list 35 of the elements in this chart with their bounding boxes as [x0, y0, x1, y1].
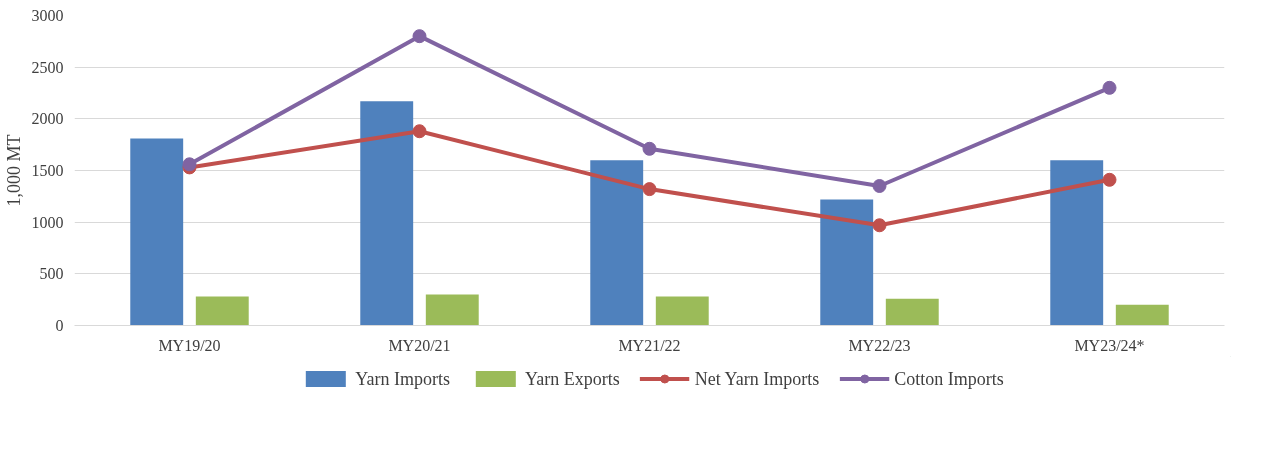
point	[872, 179, 887, 193]
y-tick-label: 2000	[31, 110, 64, 128]
point	[412, 29, 427, 44]
point	[642, 182, 657, 197]
point	[642, 141, 657, 156]
bar	[1115, 304, 1169, 326]
y-tick-label: 1500	[31, 162, 64, 179]
y-tick-label: 1000	[31, 213, 64, 231]
y-tick-label: 500	[39, 265, 64, 283]
point	[412, 124, 427, 139]
x-tick-label: MY21/22	[618, 336, 681, 354]
y-tick-label: 0	[55, 317, 64, 334]
bar	[820, 199, 874, 326]
x-tick-label: MY19/20	[158, 336, 221, 354]
point	[1102, 80, 1117, 95]
y-tick-label: 3000	[31, 7, 64, 24]
x-tick-label: MY20/21	[388, 336, 451, 354]
bar	[1050, 160, 1104, 326]
legend-label: Yarn Imports	[355, 368, 450, 389]
bar	[195, 296, 249, 326]
x-tick-label: MY22/23	[848, 336, 911, 354]
bar	[425, 294, 479, 326]
y-tick-label: 2500	[31, 58, 64, 76]
bar	[130, 138, 184, 326]
bar	[885, 298, 939, 326]
legend-label: Net Yarn Imports	[694, 368, 820, 389]
bar	[655, 296, 709, 326]
point	[1102, 172, 1117, 187]
legend-label: Yarn Exports	[524, 368, 620, 389]
bar	[590, 160, 644, 326]
legend-label: Cotton Imports	[894, 368, 1004, 389]
point	[872, 218, 887, 233]
bar	[360, 101, 414, 326]
x-tick-label: MY23/24*	[1074, 336, 1145, 354]
y-axis-title: 1,000 MT	[3, 134, 24, 207]
